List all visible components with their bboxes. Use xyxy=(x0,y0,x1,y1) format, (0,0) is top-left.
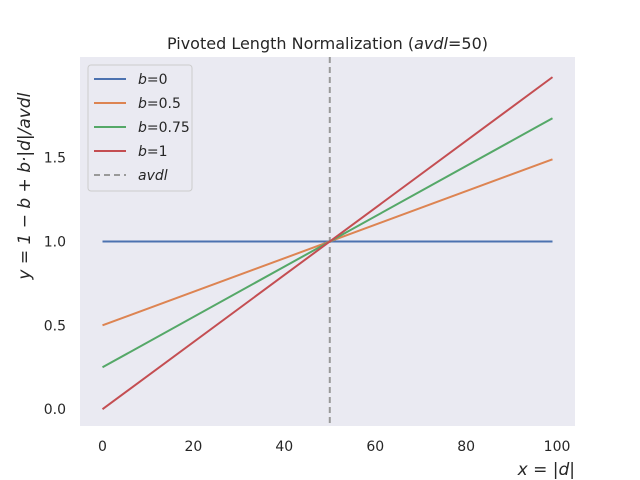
x-axis-ticks: 0 20 40 60 80 100 xyxy=(98,439,570,455)
series-line-b1 xyxy=(101,76,554,411)
x-tick-label: 0 xyxy=(98,439,107,455)
y-axis-ticks: 0.0 0.5 1.0 1.5 xyxy=(44,151,66,419)
legend-label: b=0.5 xyxy=(138,96,181,112)
y-tick-label: 1.0 xyxy=(44,235,66,251)
legend: b=0 b=0.5 b=0.75 b=1 avdl xyxy=(87,64,193,192)
x-tick-label: 20 xyxy=(184,439,202,455)
x-axis-label: x = |d| xyxy=(517,460,575,480)
y-tick-label: 0.5 xyxy=(44,318,66,334)
legend-label: b=0 xyxy=(138,72,168,88)
y-tick-label: 1.5 xyxy=(44,151,66,167)
legend-label: b=0.75 xyxy=(138,120,190,136)
x-tick-label: 40 xyxy=(275,439,293,455)
x-tick-label: 60 xyxy=(366,439,384,455)
legend-frame xyxy=(87,64,193,192)
legend-label: b=1 xyxy=(138,144,168,160)
chart-title: Pivoted Length Normalization (avdl=50) xyxy=(167,34,488,53)
chart-marks xyxy=(101,57,554,426)
y-axis-label: y = 1 − b + b·|d|/avdl xyxy=(15,92,35,280)
y-tick-label: 0.0 xyxy=(44,402,66,418)
legend-label: avdl xyxy=(138,168,168,184)
x-tick-label: 80 xyxy=(457,439,475,455)
x-tick-label: 100 xyxy=(544,439,571,455)
